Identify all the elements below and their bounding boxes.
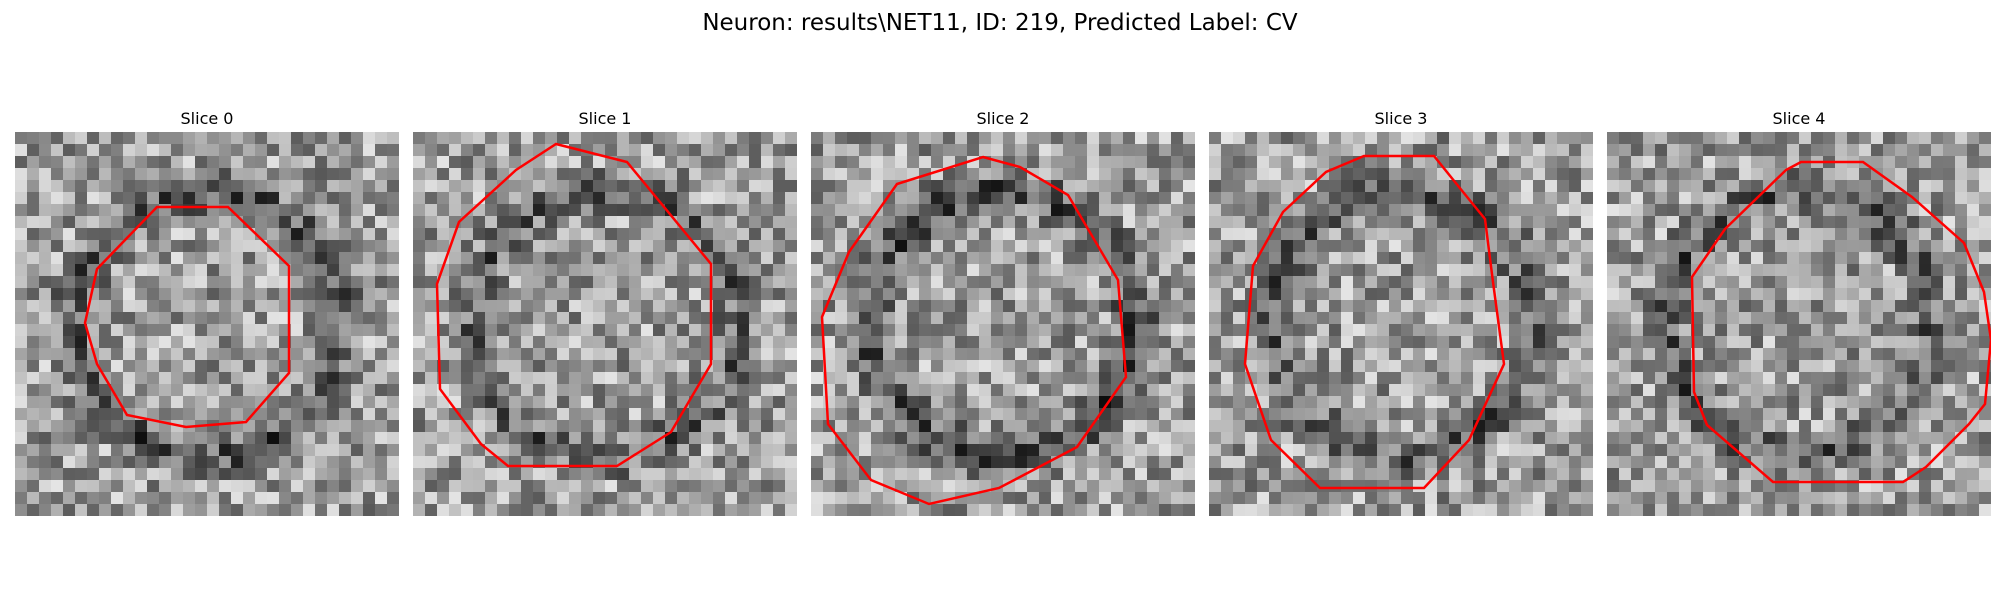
slice-panel-2: Slice 2 bbox=[811, 108, 1195, 516]
slice-panel-4: Slice 4 bbox=[1607, 108, 1991, 516]
slice-panel-3: Slice 3 bbox=[1209, 108, 1593, 516]
slice-title: Slice 3 bbox=[1374, 109, 1428, 128]
cell-outline bbox=[83, 205, 291, 429]
slice-title: Slice 0 bbox=[180, 109, 234, 128]
cell-outline bbox=[435, 142, 713, 468]
pixel-grid bbox=[811, 132, 1195, 516]
slice-title: Slice 2 bbox=[976, 109, 1030, 128]
slice-image bbox=[413, 132, 797, 516]
slice-panel-1: Slice 1 bbox=[413, 108, 797, 516]
pixel-grid bbox=[413, 132, 797, 516]
cell-outline bbox=[1690, 160, 1991, 484]
pixel-grid bbox=[15, 132, 399, 516]
pixel-grid bbox=[1607, 132, 1991, 516]
slice-image bbox=[1607, 132, 1991, 516]
slice-title: Slice 4 bbox=[1772, 109, 1826, 128]
cell-outline bbox=[1243, 154, 1506, 490]
slice-image bbox=[811, 132, 1195, 516]
slice-panel-0: Slice 0 bbox=[15, 108, 399, 516]
slice-image bbox=[1209, 132, 1593, 516]
slice-title: Slice 1 bbox=[578, 109, 632, 128]
figure-title: Neuron: results\NET11, ID: 219, Predicte… bbox=[702, 10, 1298, 36]
cell-outline bbox=[820, 155, 1128, 506]
slice-image bbox=[15, 132, 399, 516]
pixel-grid bbox=[1209, 132, 1593, 516]
